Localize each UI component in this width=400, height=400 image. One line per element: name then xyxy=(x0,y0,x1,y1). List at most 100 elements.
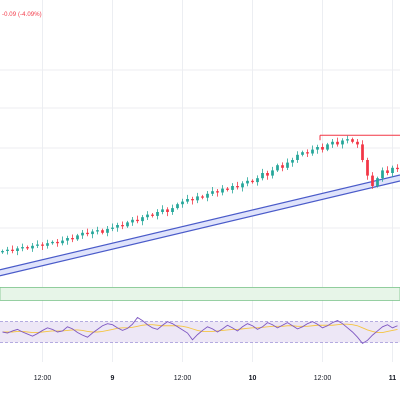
candle-body xyxy=(391,167,394,173)
candle xyxy=(106,226,109,237)
trendline-lower xyxy=(0,180,400,277)
candle-body xyxy=(191,199,194,201)
candle xyxy=(76,233,79,241)
x-axis: 12:00 9 12:00 10 12:00 11 xyxy=(34,375,397,382)
candle-body xyxy=(306,152,309,154)
x-tick-label: 11 xyxy=(389,375,397,382)
trendline-fill xyxy=(0,175,400,276)
candle xyxy=(361,140,364,163)
candle-body xyxy=(201,196,204,198)
candle-body xyxy=(266,173,269,176)
rsi-line xyxy=(2,316,398,345)
candle xyxy=(31,242,34,252)
candle-body xyxy=(36,244,39,246)
candle xyxy=(146,211,149,221)
trendline-channel[interactable] xyxy=(0,174,400,277)
candle xyxy=(321,143,324,153)
candle-body xyxy=(236,186,239,188)
candle xyxy=(46,239,49,249)
candle xyxy=(211,187,214,197)
candle-body xyxy=(311,149,314,154)
support-zone xyxy=(0,286,400,301)
candle xyxy=(236,181,239,190)
candle xyxy=(176,202,179,210)
x-tick-label: 9 xyxy=(111,375,115,382)
candle-body xyxy=(26,247,29,249)
candle-body xyxy=(326,144,329,150)
candle xyxy=(186,194,189,204)
candle-body xyxy=(136,219,139,222)
candle xyxy=(351,137,354,144)
candle xyxy=(111,223,114,232)
candle-body xyxy=(81,232,84,236)
candle xyxy=(386,166,389,176)
candle xyxy=(196,192,199,204)
candle-body xyxy=(51,241,54,244)
candle-body xyxy=(241,183,244,188)
x-tick-label: 10 xyxy=(249,375,257,382)
candle xyxy=(251,179,254,184)
candle-body xyxy=(346,139,349,141)
candle xyxy=(371,172,374,189)
candle xyxy=(156,209,159,220)
candle xyxy=(86,228,89,237)
candle-body xyxy=(246,180,249,184)
candle-body xyxy=(251,180,254,183)
candle xyxy=(6,246,9,255)
support-zone-rect xyxy=(0,286,400,301)
candle-body xyxy=(211,191,214,194)
candle xyxy=(346,135,349,144)
candle xyxy=(126,220,129,228)
candle-body xyxy=(316,147,319,150)
candle-body xyxy=(271,170,274,176)
candle-body xyxy=(116,225,119,228)
candle xyxy=(166,207,169,217)
candle-body xyxy=(396,167,399,170)
candle-body xyxy=(41,244,44,246)
candle xyxy=(66,235,69,245)
candle-body xyxy=(371,175,374,186)
candle xyxy=(231,183,234,194)
candle xyxy=(396,164,399,172)
candle-body xyxy=(31,245,34,249)
candle xyxy=(256,175,259,186)
candle-body xyxy=(106,228,109,233)
price-change-label: -0.09 (-4.09%) xyxy=(2,12,42,18)
candle-body xyxy=(86,232,89,235)
candle xyxy=(181,198,184,208)
candle-body xyxy=(206,193,209,198)
candle-body xyxy=(1,251,4,253)
candle xyxy=(326,142,329,152)
candle-body xyxy=(151,214,154,216)
candle xyxy=(286,158,289,171)
candle xyxy=(311,145,314,156)
candle-body xyxy=(161,209,164,212)
resistance-line[interactable] xyxy=(319,134,400,141)
candle xyxy=(281,162,284,172)
candle-body xyxy=(56,241,59,244)
candle xyxy=(161,205,164,215)
candle-body xyxy=(91,231,94,235)
candle-body xyxy=(376,178,379,186)
candle xyxy=(61,236,64,246)
candle xyxy=(36,240,39,249)
candle xyxy=(226,187,229,192)
candle xyxy=(221,185,224,196)
candle-body xyxy=(66,238,69,241)
candle-body xyxy=(381,170,384,179)
candle xyxy=(141,214,144,226)
candle-body xyxy=(386,170,389,173)
candle xyxy=(301,150,304,157)
candle xyxy=(16,246,19,256)
candle-body xyxy=(321,147,324,150)
candle xyxy=(101,228,104,235)
candle xyxy=(131,216,134,226)
candle-body xyxy=(181,201,184,205)
candle xyxy=(246,177,249,187)
candle-body xyxy=(286,162,289,168)
candle xyxy=(191,196,194,205)
candle xyxy=(51,240,54,245)
candle-body xyxy=(21,247,24,249)
candle-body xyxy=(196,196,199,201)
